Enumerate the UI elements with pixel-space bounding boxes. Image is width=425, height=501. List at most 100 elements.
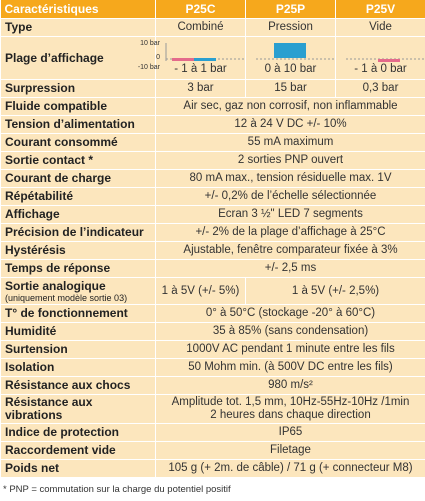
row-label: Surpression [0, 79, 156, 98]
value-text: Ajustable, fenêtre comparateur fixée à 3… [183, 244, 398, 256]
label-text: Raccordement vide [5, 443, 116, 457]
value-cell: 15 bar [245, 79, 336, 98]
row-label: Répétabilité [0, 187, 156, 206]
row: Raccordement vide Filetage [0, 441, 425, 460]
range-gauge [346, 58, 424, 62]
value-cell: Filetage [155, 441, 425, 460]
value-cell: 105 g (+ 2m. de câble) / 71 g (+ connect… [155, 459, 425, 478]
row-label: Courant de charge [0, 169, 156, 188]
value-cell: +/- 2,5 ms [155, 259, 425, 278]
range-bar [274, 42, 306, 58]
row-label: Plage d’affichage [0, 36, 156, 80]
row: Répétabilité +/- 0,2% de l’échelle sélect… [0, 187, 425, 206]
row-label: Type [0, 18, 156, 37]
value-cell: 1 à 5V (+/- 2,5%) [245, 277, 425, 305]
row-label: Précision de l’indicateur [0, 223, 156, 242]
range-bar [194, 57, 216, 61]
header-row: Caractéristiques P25C P25P P25V [0, 0, 425, 19]
range-text: - 1 à 1 bar [174, 62, 227, 75]
row: Humidité 35 à 85% (sans condensation) [0, 322, 425, 341]
value-text: Ecran 3 ½" LED 7 segments [218, 208, 363, 220]
label-text: Répétabilité [5, 189, 74, 203]
header-cell: Caractéristiques [0, 0, 156, 19]
row: Fluide compatible Air sec, gaz non corros… [0, 97, 425, 116]
value-text: 80 mA max., tension résiduelle max. 1V [189, 172, 392, 184]
row: Poids net 105 g (+ 2m. de câble) / 71 g (… [0, 459, 425, 478]
row: Résistance aux chocs 980 m/s² [0, 376, 425, 395]
row: Isolation 50 Mohm min. (à 500V DC entre l… [0, 358, 425, 377]
scale-label: -10 bar [137, 64, 160, 71]
value-text: +/- 2% de la plage d’affichage à 25°C [195, 226, 386, 238]
value-text: 12 à 24 V DC +/- 10% [234, 118, 347, 130]
value-cell: Pression [245, 18, 336, 37]
footnote: * PNP = commutation sur la charge du pot… [3, 484, 231, 495]
value-text: 55 mA maximum [247, 136, 334, 148]
row: Affichage Ecran 3 ½" LED 7 segments [0, 205, 425, 224]
value-cell: 3 bar [155, 79, 246, 98]
label-text: Type [5, 20, 33, 34]
value-line: Amplitude tot. 1,5 mm, 10Hz-55Hz-10Hz /1… [171, 396, 410, 408]
label-text: Surtension [5, 342, 68, 356]
value-cell: 80 mA max., tension résiduelle max. 1V [155, 169, 425, 188]
range-text: 0 à 10 bar [264, 62, 317, 75]
row: Indice de protection IP65 [0, 423, 425, 442]
row-label: Hystérésis [0, 241, 156, 260]
row-label: Poids net [0, 459, 156, 478]
row-label: Surtension [0, 340, 156, 359]
row-label: Résistance aux vibrations [0, 394, 156, 424]
row-label: Temps de réponse [0, 259, 156, 278]
value-text: 3 bar [187, 82, 214, 94]
value-text: +/- 2,5 ms [264, 262, 317, 274]
row: Sortie contact * 2 sorties PNP ouvert [0, 151, 425, 170]
value-cell: 10 bar 0 -10 bar - 1 à 1 bar [138, 36, 246, 80]
value-cell: IP65 [155, 423, 425, 442]
value-cell: 50 Mohm min. (à 500V DC entre les fils) [155, 358, 425, 377]
value-cell: - 1 à 0 bar [335, 36, 425, 80]
row-label: Résistance aux chocs [0, 376, 156, 395]
row: Résistance aux vibrations Amplitude tot. … [0, 394, 425, 424]
label-text: Surpression [5, 81, 76, 95]
value-cell: Amplitude tot. 1,5 mm, 10Hz-55Hz-10Hz /1… [155, 394, 425, 424]
label-text: Résistance aux vibrations [5, 395, 93, 422]
row-label: Courant consommé [0, 133, 156, 152]
value-text: 35 à 85% (sans condensation) [212, 325, 369, 337]
value-cell: 35 à 85% (sans condensation) [155, 322, 425, 341]
value-text: 0° à 50°C (stockage -20° à 60°C) [205, 307, 376, 319]
value-text: 980 m/s² [268, 379, 313, 391]
label-text: Plage d’affichage [5, 50, 104, 65]
value-cell: 1 à 5V (+/- 5%) [155, 277, 246, 305]
range-bar [172, 57, 194, 61]
value-cell: 55 mA maximum [155, 133, 425, 152]
value-text: 1000V AC pendant 1 minute entre les fils [186, 343, 395, 355]
row-label: Isolation [0, 358, 156, 377]
row: Tension d’alimentation 12 à 24 V DC +/- 1… [0, 115, 425, 134]
value-cell: 980 m/s² [155, 376, 425, 395]
scale-label: 10 bar [140, 40, 160, 47]
row: Hystérésis Ajustable, fenêtre comparateur… [0, 241, 425, 260]
value-text: IP65 [278, 426, 303, 438]
range-gauge [165, 42, 244, 61]
row-label: Raccordement vide [0, 441, 156, 460]
value-text: +/- 0,2% de l’échelle sélectionnée [204, 190, 377, 202]
range-bar [378, 58, 400, 62]
label-text: Résistance aux chocs [5, 378, 131, 392]
label-text: Humidité [5, 324, 57, 338]
label-text: Affichage [5, 207, 60, 221]
value-cell: 1000V AC pendant 1 minute entre les fils [155, 340, 425, 359]
value-cell: Combiné [155, 18, 246, 37]
row: Sortie analogique (uniquement modèle sort… [0, 277, 425, 305]
value-cell: Ecran 3 ½" LED 7 segments [155, 205, 425, 224]
header-cell: P25V [335, 0, 425, 19]
scale-label: 0 [156, 54, 160, 61]
value-text: 1 à 5V (+/- 5%) [161, 284, 240, 297]
row-label: Tension d’alimentation [0, 115, 156, 134]
value-text: 1 à 5V (+/- 2,5%) [291, 284, 380, 297]
row-label: T° de fonctionnement [0, 304, 156, 323]
row: Courant de charge 80 mA max., tension rés… [0, 169, 425, 188]
value-text: 0,3 bar [362, 82, 399, 94]
value-text: Vide [369, 21, 392, 33]
value-text: 2 sorties PNP ouvert [237, 154, 344, 166]
value-text: Combiné [177, 21, 224, 33]
value-line: 2 heures dans chaque direction [210, 409, 371, 421]
